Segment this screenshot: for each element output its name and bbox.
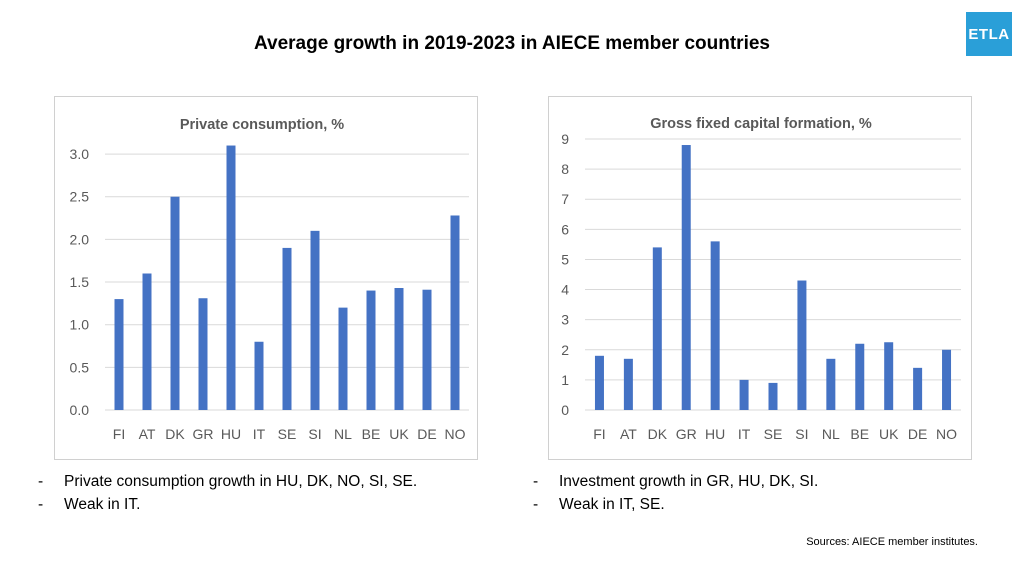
- x-tick-label: HU: [221, 426, 241, 442]
- y-tick-label: 8: [561, 161, 569, 177]
- bar-de: [422, 289, 432, 410]
- note-text: Weak in IT.: [64, 496, 141, 513]
- chart-title: Private consumption, %: [180, 117, 344, 133]
- y-tick-label: 3.0: [70, 146, 90, 162]
- note-text: Investment growth in GR, HU, DK, SI.: [559, 473, 819, 490]
- bar-nl: [338, 307, 348, 410]
- bar-si: [797, 280, 807, 410]
- y-tick-label: 9: [561, 131, 569, 147]
- bar-de: [913, 367, 923, 410]
- x-tick-label: NL: [334, 426, 352, 442]
- bar-gr: [681, 145, 691, 410]
- etla-logo: ETLA: [966, 12, 1012, 56]
- bar-at: [623, 358, 633, 410]
- y-tick-label: 1.0: [70, 317, 90, 333]
- note-item: - Weak in IT, SE.: [533, 493, 818, 516]
- y-tick-label: 0: [561, 402, 569, 418]
- x-tick-label: FI: [593, 426, 605, 442]
- notes-right: - Investment growth in GR, HU, DK, SI. -…: [533, 470, 818, 516]
- bar-no: [942, 349, 952, 410]
- y-tick-label: 5: [561, 251, 569, 267]
- bar-hu: [710, 241, 720, 410]
- note-dash: -: [38, 496, 44, 513]
- x-tick-label: SE: [278, 426, 297, 442]
- x-tick-label: DE: [417, 426, 436, 442]
- bar-at: [142, 273, 152, 410]
- x-tick-label: GR: [676, 426, 697, 442]
- bar-be: [855, 343, 865, 410]
- note-item: - Private consumption growth in HU, DK, …: [38, 470, 417, 493]
- note-text: Weak in IT, SE.: [559, 496, 665, 513]
- note-dash: -: [38, 473, 44, 490]
- notes-left: - Private consumption growth in HU, DK, …: [38, 470, 417, 516]
- x-tick-label: FI: [113, 426, 125, 442]
- bar-fi: [114, 299, 124, 410]
- y-tick-label: 4: [561, 282, 569, 298]
- bar-fi: [594, 355, 604, 410]
- x-tick-label: DK: [165, 426, 185, 442]
- x-tick-label: DE: [908, 426, 927, 442]
- bar-it: [254, 341, 264, 410]
- x-tick-label: BE: [850, 426, 869, 442]
- x-tick-label: AT: [620, 426, 637, 442]
- y-tick-label: 2.0: [70, 231, 90, 247]
- bar-uk: [884, 342, 894, 410]
- x-tick-label: IT: [253, 426, 266, 442]
- slide-title: Average growth in 2019-2023 in AIECE mem…: [254, 33, 770, 54]
- bar-uk: [394, 288, 404, 410]
- x-tick-label: SI: [308, 426, 321, 442]
- x-tick-label: HU: [705, 426, 725, 442]
- y-tick-label: 0.5: [70, 359, 90, 375]
- x-tick-label: NO: [445, 426, 466, 442]
- note-item: - Weak in IT.: [38, 493, 417, 516]
- bar-hu: [226, 145, 236, 410]
- y-tick-label: 2.5: [70, 189, 90, 205]
- x-tick-label: NL: [822, 426, 840, 442]
- y-tick-label: 3: [561, 312, 569, 328]
- bar-si: [310, 230, 320, 410]
- y-tick-label: 0.0: [70, 402, 90, 418]
- x-tick-label: DK: [648, 426, 668, 442]
- y-tick-label: 6: [561, 221, 569, 237]
- note-dash: -: [533, 496, 539, 513]
- x-tick-label: AT: [139, 426, 156, 442]
- x-tick-label: GR: [193, 426, 214, 442]
- x-tick-label: BE: [362, 426, 381, 442]
- chart-title: Gross fixed capital formation, %: [650, 116, 872, 132]
- bar-gr: [198, 298, 208, 410]
- x-tick-label: UK: [879, 426, 899, 442]
- bar-be: [366, 290, 376, 410]
- y-tick-label: 1: [561, 372, 569, 388]
- note-dash: -: [533, 473, 539, 490]
- bar-no: [450, 215, 460, 410]
- y-tick-label: 2: [561, 342, 569, 358]
- x-tick-label: SE: [764, 426, 783, 442]
- y-tick-label: 7: [561, 191, 569, 207]
- gross-fixed-capital-formation-svg: Gross fixed capital formation, % 0 1 2 3 4 5 6 7…: [561, 116, 961, 442]
- private-consumption-svg: Private consumption, % 0.0 0.5 1.0 1.5 2.0 2.5…: [70, 117, 469, 442]
- sources-note: Sources: AIECE member institutes.: [806, 536, 978, 548]
- bar-dk: [652, 247, 662, 410]
- note-item: - Investment growth in GR, HU, DK, SI.: [533, 470, 818, 493]
- private-consumption-chart: Private consumption, % 0.0 0.5 1.0 1.5 2.0 2.5…: [54, 96, 478, 460]
- note-text: Private consumption growth in HU, DK, NO…: [64, 473, 418, 490]
- bar-se: [282, 247, 292, 410]
- x-tick-label: UK: [389, 426, 409, 442]
- bar-dk: [170, 196, 180, 410]
- x-tick-label: NO: [936, 426, 957, 442]
- x-tick-label: IT: [738, 426, 751, 442]
- bar-it: [739, 379, 749, 410]
- y-tick-label: 1.5: [70, 274, 90, 290]
- gross-fixed-capital-formation-chart: Gross fixed capital formation, % 0 1 2 3 4 5 6 7…: [548, 96, 972, 460]
- bar-se: [768, 382, 778, 410]
- bar-nl: [826, 358, 836, 410]
- x-tick-label: SI: [795, 426, 808, 442]
